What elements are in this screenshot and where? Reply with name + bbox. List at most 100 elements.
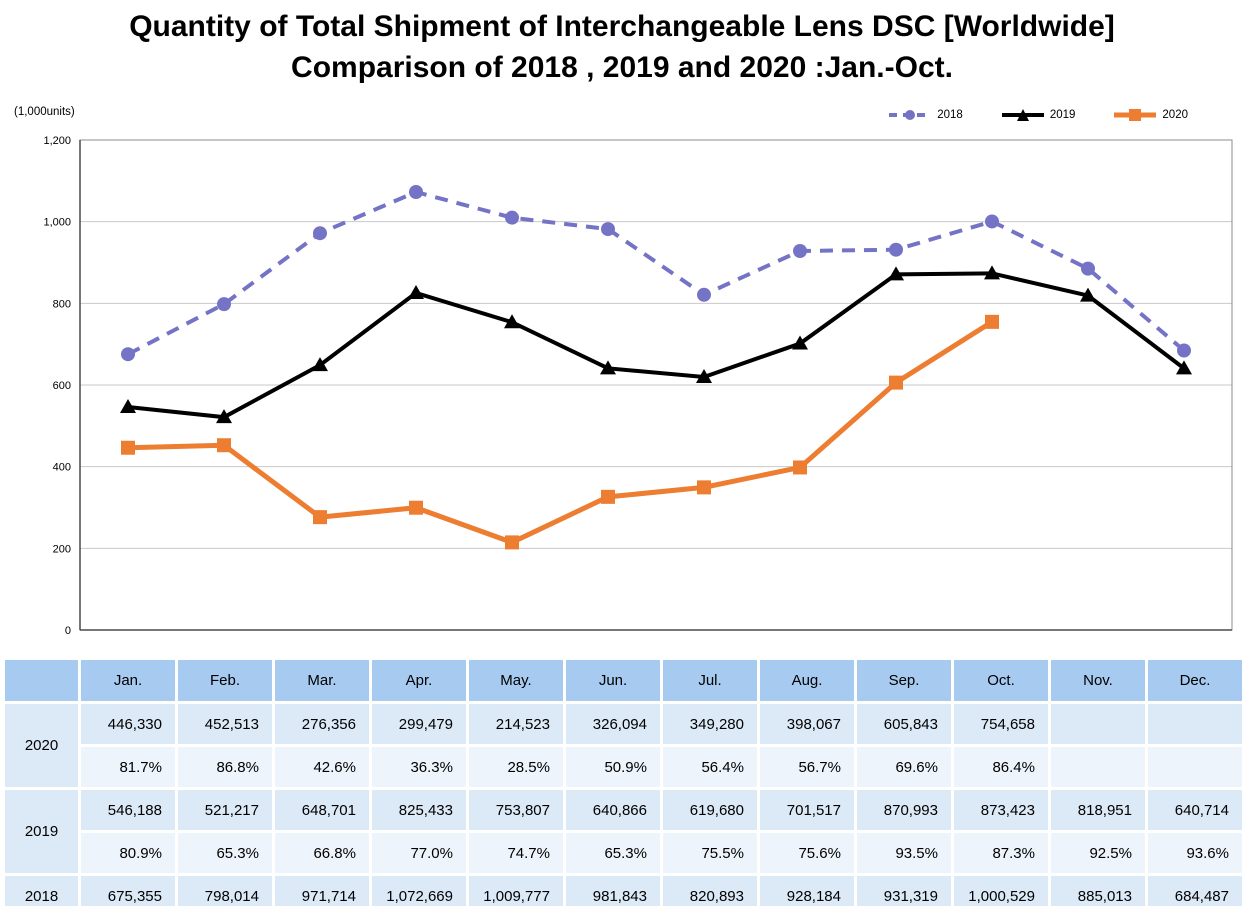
data-point-2018-aug — [793, 243, 807, 258]
value-cell-2019-may: 753,807 — [469, 790, 563, 830]
value-cell-2020-feb: 452,513 — [178, 704, 272, 744]
percent-cell-2019-dec: 93.6% — [1148, 833, 1242, 873]
value-cell-2018-jul: 820,893 — [663, 876, 757, 906]
chart-legend: 2018 2019 2020 — [888, 108, 1188, 122]
month-header-oct: Oct. — [954, 660, 1048, 701]
value-cell-2019-nov: 818,951 — [1051, 790, 1145, 830]
y-axis-tick-label: 800 — [53, 298, 71, 310]
value-cell-2018-mar: 971,714 — [275, 876, 369, 906]
percent-cell-2019-feb: 65.3% — [178, 833, 272, 873]
legend-label-2018: 2018 — [937, 109, 963, 121]
value-cell-2020-mar: 276,356 — [275, 704, 369, 744]
data-point-2020-jun — [601, 489, 615, 504]
data-point-2020-feb — [217, 438, 231, 453]
percent-cell-2019-jan: 80.9% — [81, 833, 175, 873]
series-line-2020 — [127, 319, 994, 546]
month-header-nov: Nov. — [1051, 660, 1145, 701]
chart-title-line-1: Quantity of Total Shipment of Interchang… — [129, 10, 1115, 43]
table-row-2019-values: 2019 546,188 521,217 648,701 825,433 753,807 6… — [5, 790, 1242, 873]
data-point-2019-aug — [792, 335, 808, 350]
data-point-2019-feb — [216, 409, 232, 424]
chart-area: (1,000units) 2018 2019 2020 0 200 400 600 800 1… — [0, 88, 1244, 640]
chart-title-line-2: Comparison of 2018 , 2019 and 2020 :Jan.… — [291, 51, 953, 84]
year-label-2018: 2018 — [5, 876, 78, 906]
value-cell-2018-aug: 928,184 — [760, 876, 854, 906]
percent-cell-2020-jan: 81.7% — [81, 747, 175, 787]
year-label-2020: 2020 — [5, 704, 78, 787]
value-cell-2019-jul: 619,680 — [663, 790, 757, 830]
percent-cell-2020-aug: 56.7% — [760, 747, 854, 787]
percent-cell-2020-jul: 56.4% — [663, 747, 757, 787]
percent-cell-2020-jun: 50.9% — [566, 747, 660, 787]
legend-item-2018: 2018 — [888, 108, 963, 122]
percent-cell-2020-may: 28.5% — [469, 747, 563, 787]
y-axis-units-label: (1,000units) — [14, 106, 75, 118]
month-header-jun: Jun. — [566, 660, 660, 701]
data-point-2019-sep — [888, 266, 904, 281]
month-header-feb: Feb. — [178, 660, 272, 701]
table-row-2018-values: 2018 675,355 798,014 971,714 1,072,669 1,009,… — [5, 876, 1242, 906]
series-line-2019 — [127, 271, 1186, 420]
value-cell-2019-sep: 870,993 — [857, 790, 951, 830]
data-point-2019-jun — [600, 360, 616, 375]
data-point-2020-may — [505, 535, 519, 550]
value-cell-2018-may: 1,009,777 — [469, 876, 563, 906]
data-point-2018-feb — [217, 297, 231, 312]
table-header-row: Jan. Feb. Mar. Apr. May. Jun. Jul. Aug. Sep. Oct.… — [5, 660, 1242, 701]
data-point-2018-sep — [889, 242, 903, 257]
y-axis-tick-label: 1,000 — [43, 217, 71, 229]
value-cell-2018-oct: 1,000,529 — [954, 876, 1048, 906]
data-point-2020-jan — [121, 440, 135, 455]
value-cell-2020-nov — [1051, 704, 1145, 744]
data-point-2018-mar — [313, 226, 327, 241]
percent-cell-2020-nov — [1051, 747, 1145, 787]
data-point-2019-oct — [984, 265, 1000, 280]
percent-cell-2019-jun: 65.3% — [566, 833, 660, 873]
percent-cell-2020-mar: 42.6% — [275, 747, 369, 787]
legend-label-2020: 2020 — [1162, 109, 1188, 121]
value-cell-2019-jan: 546,188 — [81, 790, 175, 830]
value-cell-2019-dec: 640,714 — [1148, 790, 1242, 830]
data-point-2020-mar — [313, 510, 327, 525]
data-point-2020-apr — [409, 500, 423, 515]
percent-cell-2019-nov: 92.5% — [1051, 833, 1145, 873]
month-header-sep: Sep. — [857, 660, 951, 701]
value-cell-2018-jan: 675,355 — [81, 876, 175, 906]
legend-label-2019: 2019 — [1049, 109, 1076, 121]
percent-cell-2019-mar: 66.8% — [275, 833, 369, 873]
value-cell-2018-jun: 981,843 — [566, 876, 660, 906]
value-cell-2019-apr: 825,433 — [372, 790, 466, 830]
month-header-apr: Apr. — [372, 660, 466, 701]
legend-marker-2018-icon — [889, 110, 932, 120]
value-cell-2018-nov: 885,013 — [1051, 876, 1145, 906]
value-cell-2018-feb: 798,014 — [178, 876, 272, 906]
table-corner-cell — [5, 660, 78, 701]
legend-marker-2019-icon — [1001, 109, 1044, 121]
data-point-2019-jul — [696, 368, 712, 383]
percent-cell-2020-dec — [1148, 747, 1242, 787]
month-header-may: May. — [469, 660, 563, 701]
month-header-jan: Jan. — [81, 660, 175, 701]
value-cell-2019-jun: 640,866 — [566, 790, 660, 830]
value-cell-2019-mar: 648,701 — [275, 790, 369, 830]
y-axis-tick-label: 600 — [53, 380, 71, 392]
value-cell-2019-feb: 521,217 — [178, 790, 272, 830]
data-point-2018-jun — [601, 222, 615, 237]
value-cell-2020-jan: 446,330 — [81, 704, 175, 744]
value-cell-2020-aug: 398,067 — [760, 704, 854, 744]
value-cell-2018-dec: 684,487 — [1148, 876, 1242, 906]
y-axis-tick-label: 400 — [53, 462, 71, 474]
data-point-2019-may — [504, 314, 520, 329]
data-point-2020-oct — [985, 314, 999, 329]
month-header-mar: Mar. — [275, 660, 369, 701]
value-cell-2018-sep: 931,319 — [857, 876, 951, 906]
table-row-2020-percent: 81.7% 86.8% 42.6% 36.3% 28.5% 50.9% 56.4% 56.7%… — [5, 747, 1242, 787]
y-axis-tick-label: 200 — [53, 543, 71, 555]
data-point-2018-may — [505, 210, 519, 225]
percent-cell-2020-sep: 69.6% — [857, 747, 951, 787]
year-label-2019: 2019 — [5, 790, 78, 873]
month-header-dec: Dec. — [1148, 660, 1242, 701]
value-cell-2020-jun: 326,094 — [566, 704, 660, 744]
data-point-2019-jan — [120, 398, 136, 413]
